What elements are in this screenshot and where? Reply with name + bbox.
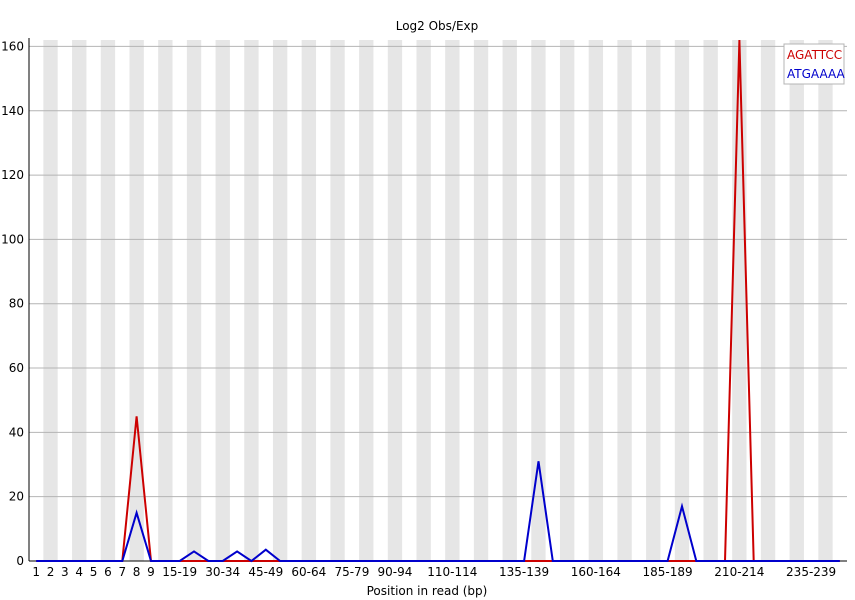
background-band	[100, 40, 116, 561]
background-band	[330, 40, 345, 561]
x-tick-label: 235-239	[786, 565, 836, 579]
x-tick-label: 110-114	[427, 565, 477, 579]
y-tick-label: 0	[16, 554, 24, 568]
background-bands	[43, 40, 833, 561]
y-tick-label: 40	[9, 425, 24, 439]
x-tick-label: 135-139	[499, 565, 549, 579]
background-band	[646, 40, 661, 561]
background-band	[732, 40, 747, 561]
x-tick-label: 7	[118, 565, 126, 579]
x-tick-label: 210-214	[714, 565, 764, 579]
x-tick-label: 9	[147, 565, 155, 579]
y-tick-label: 20	[9, 490, 24, 504]
background-band	[387, 40, 403, 561]
background-band	[818, 40, 833, 561]
background-band	[301, 40, 317, 561]
y-tick-label: 80	[9, 297, 24, 311]
y-tick-label: 140	[1, 104, 24, 118]
legend-box	[783, 43, 845, 85]
background-band	[215, 40, 230, 561]
background-band	[703, 40, 718, 561]
legend-entry: ATGAAAA	[787, 67, 846, 81]
x-tick-label: 5	[90, 565, 98, 579]
series-line	[36, 39, 840, 562]
x-tick-label: 30-34	[205, 565, 240, 579]
chart-title: Log2 Obs/Exp	[396, 19, 479, 33]
background-band	[559, 40, 575, 561]
x-tick-label: 4	[75, 565, 83, 579]
background-band	[445, 40, 460, 561]
x-tick-label: 185-189	[643, 565, 693, 579]
series-line	[36, 461, 840, 563]
background-band	[244, 40, 259, 561]
background-band	[416, 40, 431, 561]
x-tick-label: 90-94	[378, 565, 413, 579]
x-tick-label: 160-164	[571, 565, 621, 579]
x-tick-label: 2	[47, 565, 55, 579]
x-tick-label: 1	[32, 565, 40, 579]
x-tick-label: 60-64	[291, 565, 326, 579]
x-tick-label: 75-79	[334, 565, 369, 579]
y-tick-label: 100	[1, 232, 24, 246]
x-tick-label: 45-49	[248, 565, 283, 579]
x-tick-label: 6	[104, 565, 112, 579]
background-band	[72, 40, 87, 561]
background-band	[617, 40, 632, 561]
background-band	[158, 40, 173, 561]
y-tick-label: 120	[1, 168, 24, 182]
background-band	[359, 40, 374, 561]
x-tick-label: 8	[133, 565, 141, 579]
data-series	[36, 39, 840, 563]
legend-entry: AGATTCC	[787, 48, 842, 62]
y-tick-label: 160	[1, 39, 24, 53]
x-tick-label: 3	[61, 565, 69, 579]
background-band	[473, 40, 489, 561]
background-band	[502, 40, 517, 561]
legend: AGATTCC ATGAAAA	[783, 43, 846, 85]
background-band	[43, 40, 58, 561]
y-tick-labels: 0 20 40 60 80 100 120 140 160	[1, 39, 24, 568]
gridlines	[29, 45, 847, 562]
background-band	[674, 40, 690, 561]
x-tick-label: 15-19	[162, 565, 197, 579]
background-band	[186, 40, 202, 561]
background-band	[531, 40, 546, 561]
y-tick-label: 60	[9, 361, 24, 375]
x-tick-labels: 1 2 3 4 5 6 7 8 9 15-19 30-34 45-49 60-64 75-79 90-94 1…	[32, 565, 836, 579]
axes	[28, 38, 847, 562]
background-band	[760, 40, 776, 561]
x-axis-label: Position in read (bp)	[367, 584, 488, 598]
background-band	[588, 40, 604, 561]
background-band	[789, 40, 804, 561]
background-band	[129, 40, 144, 561]
background-band	[272, 40, 288, 561]
